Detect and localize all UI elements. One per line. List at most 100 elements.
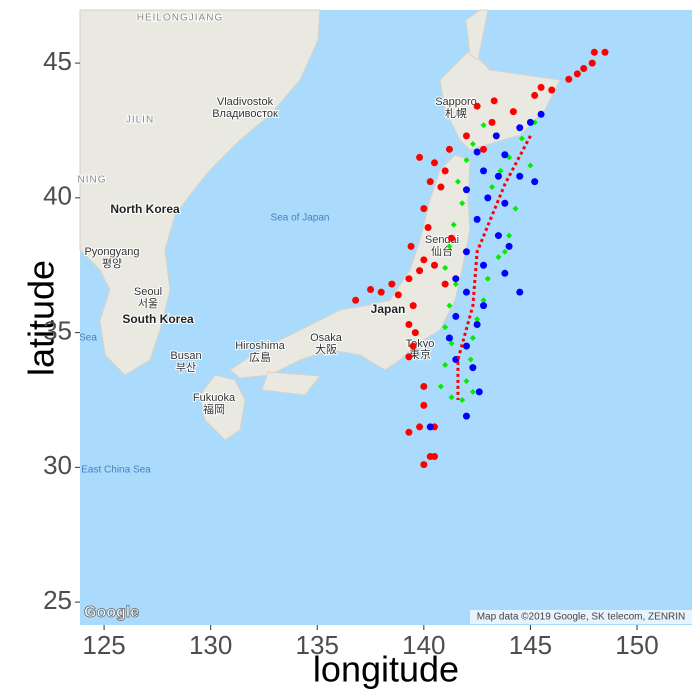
point (430, 159, 438, 167)
attribution-bg (470, 610, 692, 624)
map-label: North Korea (110, 202, 180, 216)
attribution: Map data ©2019 Google, SK telecom, ZENRI… (477, 612, 686, 623)
map-label: 서울 (138, 297, 158, 310)
point (484, 275, 491, 282)
point (480, 297, 487, 304)
map-label: Osaka (310, 332, 343, 344)
point (548, 86, 556, 94)
point (537, 83, 545, 91)
point (452, 312, 460, 320)
point (441, 167, 449, 175)
map-label: 福岡 (203, 402, 225, 416)
point (501, 199, 509, 207)
map-label: 大阪 (315, 342, 337, 356)
point (527, 162, 534, 169)
point (420, 461, 428, 469)
point (492, 132, 500, 140)
point (501, 269, 509, 277)
point (488, 118, 496, 126)
point (442, 324, 449, 331)
point (531, 91, 539, 99)
map-label: 札幌 (445, 106, 467, 120)
point (450, 221, 457, 228)
map-label: East China Sea (81, 465, 151, 476)
point (441, 280, 449, 288)
point (512, 205, 519, 212)
point (501, 248, 508, 255)
y-axis-title: latitude (21, 260, 62, 376)
map-label: South Korea (122, 312, 194, 326)
point (480, 145, 488, 153)
point (537, 110, 545, 118)
map-label: Sea of Japan (271, 213, 330, 224)
point (565, 75, 573, 83)
point (445, 334, 453, 342)
point (420, 205, 428, 213)
point (516, 288, 524, 296)
point (509, 108, 517, 116)
point (459, 396, 466, 403)
point (526, 118, 534, 126)
map-label: 부산 (176, 361, 196, 374)
point (416, 423, 424, 431)
map-label: Владивосток (212, 108, 278, 120)
x-tick-label: 145 (509, 630, 552, 660)
point (490, 97, 498, 105)
point (601, 48, 609, 56)
point (473, 215, 481, 223)
point (420, 256, 428, 264)
google-logo: Google (84, 604, 139, 621)
point (454, 178, 461, 185)
point (367, 285, 375, 293)
point (437, 183, 445, 191)
point (469, 388, 476, 395)
point (459, 200, 466, 207)
point (469, 140, 476, 147)
point (446, 302, 453, 309)
point (352, 296, 360, 304)
point (420, 382, 428, 390)
map-label: Fukuoka (193, 392, 236, 404)
point (480, 167, 488, 175)
point (480, 261, 488, 269)
point (430, 261, 438, 269)
point (531, 178, 539, 186)
point (484, 194, 492, 202)
y-tick-label: 40 (43, 181, 72, 211)
y-tick-label: 30 (43, 450, 72, 480)
point (590, 48, 598, 56)
point (426, 178, 434, 186)
point (473, 148, 481, 156)
map-label: Seoul (134, 286, 162, 298)
point (416, 267, 424, 275)
map-label: 広島 (249, 350, 271, 364)
point (452, 281, 459, 288)
point (473, 321, 481, 329)
point (424, 223, 432, 231)
y-tick-label: 45 (43, 46, 72, 76)
point (506, 232, 513, 239)
point (405, 428, 413, 436)
point (573, 70, 581, 78)
point (462, 342, 470, 350)
point (489, 184, 496, 191)
point (580, 64, 588, 72)
point (445, 145, 453, 153)
x-tick-label: 150 (615, 630, 658, 660)
point (442, 264, 449, 271)
point (411, 329, 419, 337)
point (409, 342, 417, 350)
map-label: 東京 (409, 347, 431, 361)
point (505, 242, 513, 250)
point (462, 248, 470, 256)
point (462, 412, 470, 420)
map-label: HEILONGJIANG (137, 13, 223, 24)
point (420, 401, 428, 409)
map-label: 평양 (102, 257, 122, 270)
point (463, 378, 470, 385)
point (426, 423, 434, 431)
map-label: Vladivostok (217, 96, 274, 108)
point (442, 361, 449, 368)
point (452, 275, 460, 283)
